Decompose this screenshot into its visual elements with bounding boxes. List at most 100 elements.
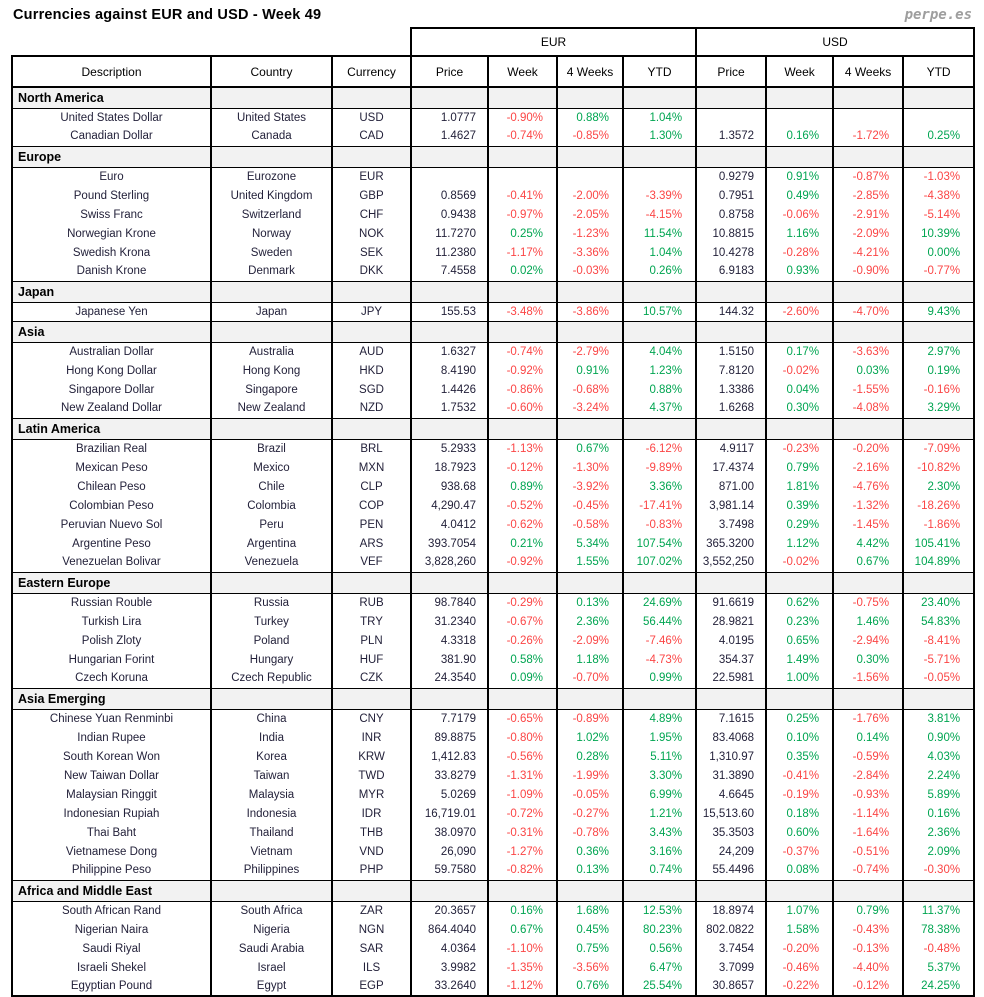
country-cell: Poland	[210, 631, 333, 650]
col-header-usd-ytd: YTD	[902, 55, 976, 88]
col-header-usd-4weeks: 4 Weeks	[832, 55, 905, 88]
eur-4weeks-cell: -2.79%	[556, 342, 625, 361]
currency-code-cell: CNY	[330, 709, 413, 728]
country-cell: Taiwan	[210, 766, 333, 785]
col-header-usd-week: Week	[765, 55, 835, 88]
eur-ytd-cell: 6.47%	[622, 958, 698, 977]
eur-price-cell: 8.4190	[410, 361, 490, 380]
country-cell: China	[210, 709, 333, 728]
usd-price-cell: 871.00	[695, 477, 768, 496]
section-filler-cell	[410, 417, 490, 440]
usd-4weeks-cell: -2.84%	[832, 766, 905, 785]
usd-week-cell: 0.91%	[765, 167, 835, 186]
section-filler-cell	[410, 687, 490, 710]
eur-4weeks-cell: -0.78%	[556, 823, 625, 842]
currency-row: Czech Koruna Czech Republic CZK 24.3540 0.09…	[11, 669, 976, 688]
section-filler-cell	[487, 145, 559, 168]
section-filler-cell	[832, 571, 905, 594]
eur-price-cell: 59.7580	[410, 861, 490, 880]
section-filler-cell	[210, 145, 333, 168]
eur-price-cell: 7.7179	[410, 709, 490, 728]
eur-ytd-cell: 25.54%	[622, 977, 698, 997]
section-filler-cell	[210, 417, 333, 440]
description-cell: Japanese Yen	[11, 302, 212, 321]
usd-week-cell: 1.58%	[765, 920, 835, 939]
col-header-eur-price: Price	[410, 55, 490, 88]
usd-price-cell: 1,310.97	[695, 747, 768, 766]
usd-4weeks-cell: -2.85%	[832, 186, 905, 205]
section-filler-cell	[410, 571, 490, 594]
eur-price-cell: 24.3540	[410, 669, 490, 688]
usd-4weeks-cell: -4.21%	[832, 243, 905, 262]
eur-week-cell: -3.48%	[487, 302, 559, 321]
currency-row: Danish Krone Denmark DKK 7.4558 0.02% -0.03% 0…	[11, 262, 976, 281]
section-label: Asia	[11, 320, 212, 343]
country-cell: New Zealand	[210, 399, 333, 418]
usd-ytd-cell: -8.41%	[902, 631, 976, 650]
section-filler-cell	[487, 320, 559, 343]
usd-price-cell: 15,513.60	[695, 804, 768, 823]
usd-ytd-cell: -0.77%	[902, 262, 976, 281]
currency-code-cell: EUR	[330, 167, 413, 186]
section-filler-cell	[765, 320, 835, 343]
usd-week-cell: 1.16%	[765, 224, 835, 243]
description-cell: Polish Zloty	[11, 631, 212, 650]
eur-ytd-cell: 4.37%	[622, 399, 698, 418]
usd-week-cell: 1.49%	[765, 650, 835, 669]
usd-price-cell: 83.4068	[695, 728, 768, 747]
section-label: Japan	[11, 280, 212, 303]
usd-ytd-cell: 3.29%	[902, 399, 976, 418]
usd-price-cell: 3.7099	[695, 958, 768, 977]
section-filler-cell	[622, 571, 698, 594]
eur-4weeks-cell: -2.05%	[556, 205, 625, 224]
eur-4weeks-cell: 1.68%	[556, 901, 625, 920]
section-filler-cell	[556, 879, 625, 902]
eur-week-cell: 0.58%	[487, 650, 559, 669]
usd-4weeks-cell: -0.90%	[832, 262, 905, 281]
section-filler-cell	[487, 417, 559, 440]
section-filler-cell	[695, 145, 768, 168]
description-cell: Venezuelan Bolivar	[11, 553, 212, 572]
country-cell: Philippines	[210, 861, 333, 880]
col-header-eur-4weeks: 4 Weeks	[556, 55, 625, 88]
section-filler-cell	[410, 879, 490, 902]
eur-price-cell: 16,719.01	[410, 804, 490, 823]
currency-row: Hong Kong Dollar Hong Kong HKD 8.4190 -0.92%…	[11, 361, 976, 380]
country-cell: Israel	[210, 958, 333, 977]
description-cell: Singapore Dollar	[11, 380, 212, 399]
col-header-description: Description	[11, 55, 212, 88]
usd-ytd-cell: 2.30%	[902, 477, 976, 496]
usd-price-cell: 31.3890	[695, 766, 768, 785]
usd-price-cell: 10.4278	[695, 243, 768, 262]
usd-price-cell: 17.4374	[695, 458, 768, 477]
currency-row: Thai Baht Thailand THB 38.0970 -0.31% -0.78% 3…	[11, 823, 976, 842]
country-cell: Peru	[210, 515, 333, 534]
eur-week-cell	[487, 167, 559, 186]
country-cell: Mexico	[210, 458, 333, 477]
eur-price-cell: 1.4426	[410, 380, 490, 399]
col-header-usd-price: Price	[695, 55, 768, 88]
usd-ytd-cell: -18.26%	[902, 496, 976, 515]
currency-code-cell: MYR	[330, 785, 413, 804]
usd-ytd-cell: 3.81%	[902, 709, 976, 728]
country-cell: Colombia	[210, 496, 333, 515]
description-cell: Israeli Shekel	[11, 958, 212, 977]
currency-row: Swedish Krona Sweden SEK 11.2380 -1.17% -3.36…	[11, 243, 976, 262]
usd-4weeks-cell: 1.46%	[832, 612, 905, 631]
eur-price-cell: 155.53	[410, 302, 490, 321]
section-filler-cell	[330, 571, 413, 594]
eur-price-cell: 0.8569	[410, 186, 490, 205]
eur-price-cell: 1.7532	[410, 399, 490, 418]
usd-week-cell: -2.60%	[765, 302, 835, 321]
description-cell: Philippine Peso	[11, 861, 212, 880]
eur-week-cell: -0.52%	[487, 496, 559, 515]
usd-4weeks-cell: -1.72%	[832, 127, 905, 146]
usd-ytd-cell: 2.36%	[902, 823, 976, 842]
eur-4weeks-cell: -0.58%	[556, 515, 625, 534]
currency-row: Indonesian Rupiah Indonesia IDR 16,719.01 -0…	[11, 804, 976, 823]
eur-price-cell: 864.4040	[410, 920, 490, 939]
currency-code-cell: MXN	[330, 458, 413, 477]
usd-price-cell: 0.9279	[695, 167, 768, 186]
currency-code-cell: BRL	[330, 439, 413, 458]
usd-ytd-cell	[902, 108, 976, 127]
